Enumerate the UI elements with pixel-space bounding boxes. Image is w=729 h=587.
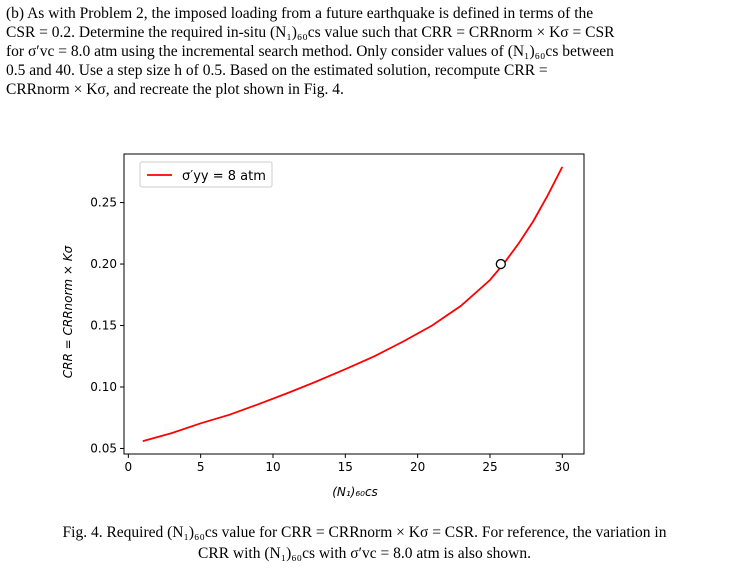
solution-marker <box>495 258 506 270</box>
problem-line: CSR = 0.2. Determine the required in-sit… <box>6 24 615 41</box>
y-tick-label: 0.25 <box>90 196 117 210</box>
x-tick-label: 20 <box>410 460 425 474</box>
problem-statement: (b) As with Problem 2, the imposed loadi… <box>6 4 718 99</box>
problem-line: for σ′vc = 8.0 atm using the incremental… <box>6 43 614 60</box>
y-tick-label: 0.15 <box>90 319 117 333</box>
x-tick-label: 25 <box>482 460 497 474</box>
x-tick-label: 10 <box>265 460 280 474</box>
x-tick-label: 5 <box>197 460 205 474</box>
legend-label: σ′yy = 8 atm <box>182 169 266 184</box>
x-tick-label: 30 <box>555 460 570 474</box>
caption-line-2: CRR with (N₁)₆₀cs with σ′vc = 8.0 atm is… <box>198 545 531 562</box>
legend-box <box>139 161 273 188</box>
problem-line: 0.5 and 40. Use a step size h of 0.5. Ba… <box>6 62 548 79</box>
y-tick-label: 0.20 <box>90 257 117 271</box>
figure-caption: Fig. 4. Required (N₁)₆₀cs value for CRR … <box>0 522 729 564</box>
problem-line: (b) As with Problem 2, the imposed loadi… <box>6 5 594 22</box>
x-axis-label: (N₁)₆₀cs <box>332 485 378 499</box>
x-tick-label: 0 <box>125 460 133 474</box>
series-line <box>142 166 564 442</box>
plot-frame <box>123 153 585 455</box>
x-tick-label: 15 <box>338 460 353 474</box>
y-tick-label: 0.10 <box>90 380 117 394</box>
y-axis-label: CRR = CRRnorm × Kσ <box>61 245 75 378</box>
problem-line: CRRnorm × Kσ, and recreate the plot show… <box>6 81 344 98</box>
y-tick-label: 0.05 <box>90 441 117 455</box>
caption-line-1: Fig. 4. Required (N₁)₆₀cs value for CRR … <box>62 524 667 541</box>
